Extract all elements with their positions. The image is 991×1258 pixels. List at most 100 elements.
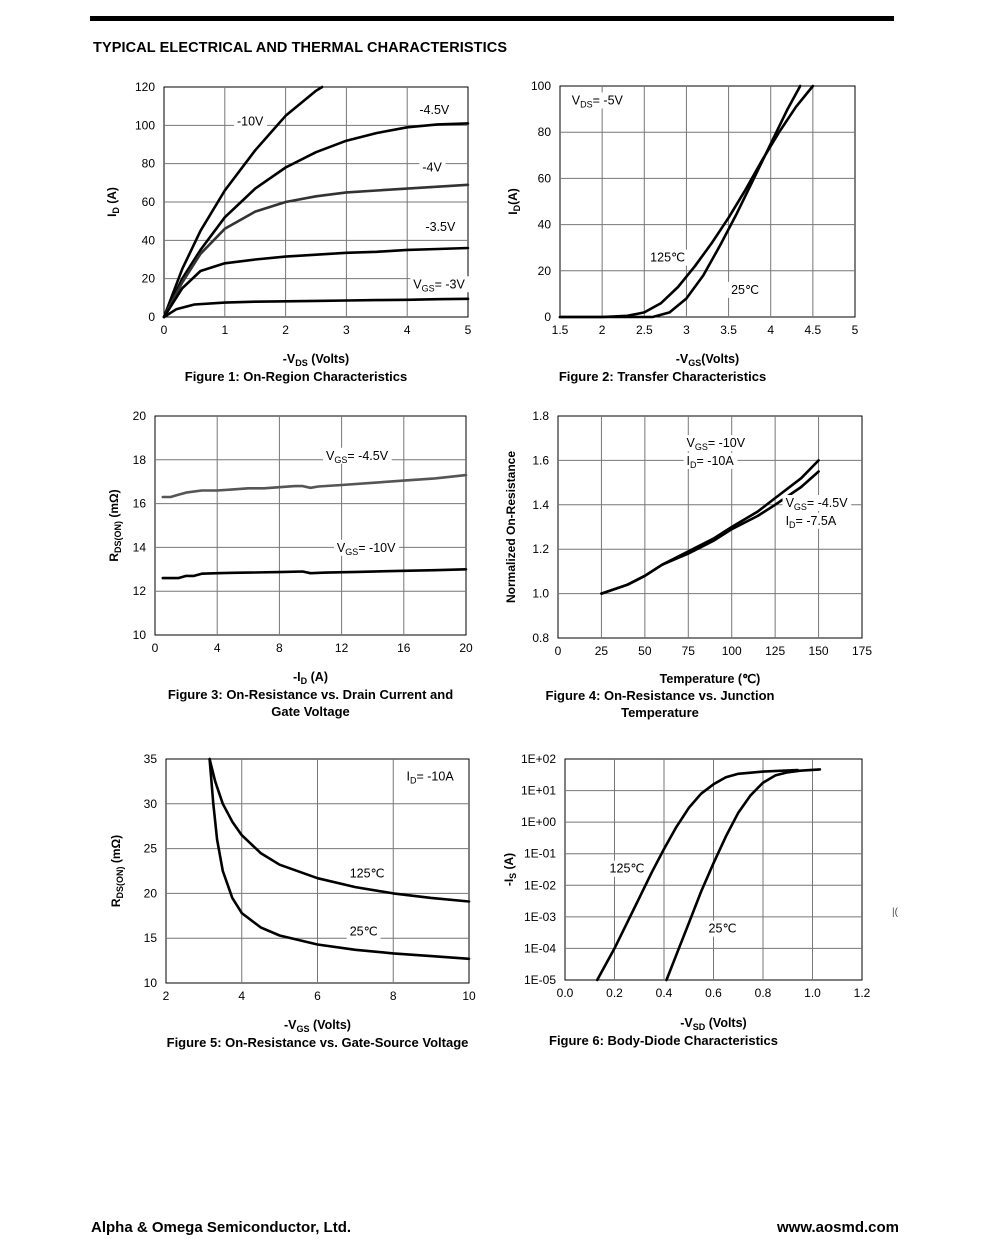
fig6-label-bg <box>606 860 648 877</box>
fig1-group: 0 1 2 3 4 5 0 20 40 60 80 100 120 -10V -4.5V -4V -3.5V VG… <box>105 80 472 384</box>
fig3-ytick-label: 10 <box>133 628 147 642</box>
fig6-xtick-label: 1.0 <box>804 986 821 1000</box>
fig1-y-axis-label: ID​ (A) <box>105 187 121 217</box>
fig6-series-0-line <box>595 768 799 982</box>
fig5-ytick-label: 20 <box>144 886 158 900</box>
fig3-xtick-label: 8 <box>276 641 283 655</box>
fig6-ytick-label: 1E-05 <box>524 973 556 987</box>
fig1-ytick-label: 80 <box>142 157 156 171</box>
fig2-group: 1.5 2 2.5 3 3.5 4 4.5 5 0 20 40 60 80 100 VDS= -5V 125℃… <box>506 79 859 384</box>
fig2-xtick-label: 2 <box>599 323 606 337</box>
fig4-xtick-label: 50 <box>638 644 652 658</box>
fig4-ytick-label: 1.2 <box>532 542 549 556</box>
fig3-xtick-label: 12 <box>335 641 349 655</box>
fig1-label-bg <box>419 159 446 176</box>
fig1-series-1-line <box>162 122 470 319</box>
fig4-xtick-label: 100 <box>722 644 742 658</box>
fig5-ytick-label: 35 <box>144 752 158 766</box>
fig2-series-label: VDS= -5V <box>572 93 624 109</box>
fig5-xtick-label: 4 <box>238 989 245 1003</box>
fig4-ytick-label: 1.6 <box>532 453 549 467</box>
fig4-series-label: ID= -10A <box>687 454 735 470</box>
fig3-label-bg <box>333 539 400 556</box>
fig4-title: Temperature <box>621 705 699 720</box>
fig6-ytick-label: 1E-04 <box>524 941 556 955</box>
fig1-series-4-line <box>162 297 470 319</box>
fig2-ytick-label: 100 <box>531 79 551 93</box>
fig6-ytick-label: 1E+01 <box>521 784 556 798</box>
fig1-xtick-label: 1 <box>221 323 228 337</box>
fig4-y-axis-label: Normalized On-Resistance <box>504 451 518 603</box>
fig3-xtick-label: 0 <box>152 641 159 655</box>
fig4-xtick-label: 0 <box>555 644 562 658</box>
fig2-xtick-label: 3.5 <box>720 323 737 337</box>
fig1-label-bg <box>422 218 459 235</box>
fig5-label-bg <box>346 865 388 882</box>
fig6-x-axis-label: -VSD​ (Volts) <box>680 1016 746 1032</box>
fig1-series-0-line <box>162 85 324 319</box>
fig1-label-bg <box>410 276 469 293</box>
fig4-xtick-label: 175 <box>852 644 872 658</box>
fig2-series-0-line <box>558 84 815 319</box>
fig5-group: 2 4 6 8 10 10 15 20 25 30 35 ID= -10A 125℃ 25℃ -VGS​ (… <box>109 752 476 1050</box>
fig2-xtick-label: 4 <box>767 323 774 337</box>
fig2-series-label: 25℃ <box>731 283 759 297</box>
fig6-ytick-label: 1E-02 <box>524 878 556 892</box>
fig4-ytick-label: 1.8 <box>532 409 549 423</box>
fig3-xtick-label: 4 <box>214 641 221 655</box>
fig2-xtick-label: 5 <box>852 323 859 337</box>
fig6-label-bg <box>705 920 740 937</box>
fig5-xtick-label: 6 <box>314 989 321 1003</box>
fig5-series-label: ID= -10A <box>407 770 455 786</box>
fig2-ytick-label: 0 <box>544 310 551 324</box>
fig1-xtick-label: 5 <box>465 323 472 337</box>
fig3-ytick-label: 20 <box>133 409 147 423</box>
fig6-y-axis-label: -IS​ (A) <box>502 853 518 886</box>
fig3-xtick-label: 20 <box>459 641 473 655</box>
fig2-label-bg <box>647 249 689 266</box>
fig5-label-bg <box>346 923 381 940</box>
fig5-label-bg <box>403 768 458 785</box>
fig2-ytick-label: 80 <box>538 125 552 139</box>
fig4-label-bg <box>782 495 852 512</box>
fig6-ytick-label: 1E-03 <box>524 910 556 924</box>
fig4-ytick-label: 0.8 <box>532 631 549 645</box>
fig6-ytick-label: 1E-01 <box>524 847 556 861</box>
fig4-ytick-label: 1.4 <box>532 498 549 512</box>
fig2-series-label: 125℃ <box>650 251 685 265</box>
fig6-ytick-label: 1E+02 <box>521 752 556 766</box>
fig1-xtick-label: 2 <box>282 323 289 337</box>
fig1-label-bg <box>416 101 453 118</box>
fig1-series-label: -10V <box>237 114 264 128</box>
fig5-xtick-label: 2 <box>163 989 170 1003</box>
fig2-label-bg <box>728 281 763 298</box>
fig5-series-label: 25℃ <box>350 925 378 939</box>
fig3-title: Gate Voltage <box>271 704 350 719</box>
fig6-xtick-label: 1.2 <box>854 986 871 1000</box>
fig1-xtick-label: 4 <box>404 323 411 337</box>
fig1-series-label: -4V <box>422 160 442 174</box>
fig1-series-label: VGS= -3V <box>413 277 465 293</box>
fig2-ytick-label: 20 <box>538 264 552 278</box>
fig3-series-0-line <box>161 473 468 499</box>
fig4-title: Figure 4: On-Resistance vs. Junction <box>546 688 775 703</box>
fig3-title: Figure 3: On-Resistance vs. Drain Curren… <box>168 687 453 702</box>
fig1-label-bg <box>233 113 268 130</box>
fig4-xtick-label: 75 <box>682 644 696 658</box>
fig4-label-bg <box>683 452 738 469</box>
fig5-ytick-label: 30 <box>144 797 158 811</box>
fig1-ytick-label: 60 <box>142 195 156 209</box>
fig5-title: Figure 5: On-Resistance vs. Gate-Source … <box>167 1035 469 1050</box>
fig4-group: 0 25 50 75 100 125 150 1750.81.01.21.41.61.8VGS… <box>504 409 872 720</box>
fig1-ytick-label: 0 <box>148 310 155 324</box>
fig3-plot-area <box>154 415 467 636</box>
fig4-x-axis-label: Temperature (℃) <box>660 672 761 686</box>
fig2-xtick-label: 2.5 <box>636 323 653 337</box>
footer-website: www.aosmd.com <box>777 1219 899 1236</box>
fig1-ytick-label: 40 <box>142 233 156 247</box>
fig6-series-1-line <box>665 768 822 982</box>
fig3-y-axis-label: RDS(ON)​ (mΩ) <box>107 489 123 561</box>
fig6-ytick-label: 1E+00 <box>521 815 556 829</box>
